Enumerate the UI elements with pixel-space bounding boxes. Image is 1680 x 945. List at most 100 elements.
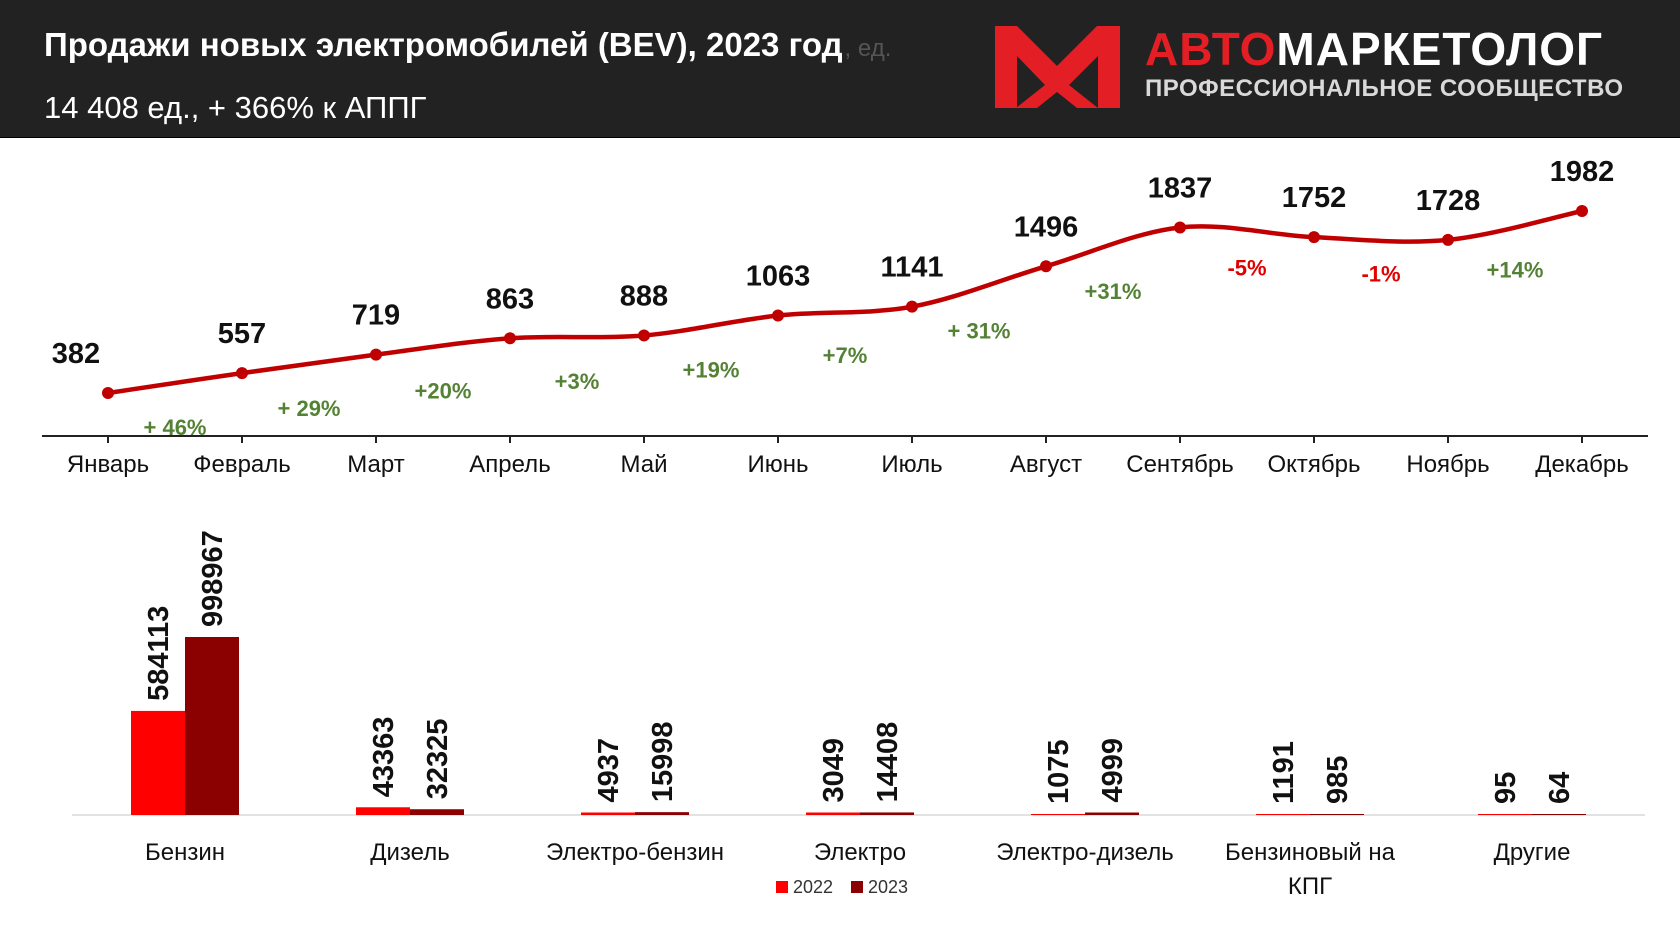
line-category-label: Сентябрь: [1126, 451, 1234, 478]
line-value-label: 1982: [1550, 156, 1615, 188]
bar-value-label: 3049: [818, 738, 850, 803]
bar-category-line: Бензин: [145, 839, 225, 866]
bar-value-label: 15998: [647, 721, 679, 802]
bar-2023: [1310, 814, 1364, 815]
bar-category-line: Электро: [814, 839, 906, 866]
line-category-label: Июнь: [747, 451, 808, 478]
bar-2022: [1031, 814, 1085, 815]
line-point-7: [906, 300, 918, 313]
line-value-label: 1063: [746, 261, 811, 293]
bar-value-label: 1075: [1043, 739, 1075, 804]
bar-category-label: Электро-бензин: [546, 839, 724, 866]
fuel-bar-chart: 584113 998967 Бензин 43363 32325 Дизель 4937 15…: [72, 530, 1645, 900]
bar-value-label: 32325: [422, 719, 454, 800]
bar-2022: [806, 812, 860, 815]
line-change-label: -1%: [1361, 262, 1400, 287]
bar-value-label: 95: [1490, 772, 1522, 804]
bar-category-line: Дизель: [370, 839, 449, 866]
header-bar: Продажи новых электромобилей (BEV), 2023…: [0, 0, 1680, 138]
line-category-label: Март: [347, 451, 404, 478]
line-value-label: 382: [52, 338, 100, 370]
bar-2023: [1532, 814, 1586, 815]
line-value-label: 1752: [1282, 182, 1347, 214]
line-point-4: [504, 332, 516, 345]
line-change-label: +31%: [1085, 279, 1142, 304]
line-point-8: [1040, 260, 1052, 273]
bar-2023: [635, 812, 689, 815]
page-subtitle: 14 408 ед., + 366% к АППГ: [44, 90, 427, 125]
bar-category-line: Электро-дизель: [996, 839, 1173, 866]
line-category-label: Май: [620, 451, 667, 478]
bar-2022: [131, 710, 185, 815]
logo-wordmark: АВТОМАРКЕТОЛОГ: [1145, 22, 1603, 76]
bar-value-label: 43363: [368, 717, 400, 798]
bar-2023: [860, 812, 914, 815]
line-change-label: + 46%: [144, 415, 207, 440]
line-category-label: Апрель: [469, 451, 550, 478]
line-value-label: 557: [218, 318, 266, 350]
line-value-label: 719: [352, 300, 400, 332]
legend-label-2023: 2023: [868, 877, 908, 897]
line-category-label: Декабрь: [1535, 451, 1629, 478]
bar-value-label: 985: [1322, 756, 1354, 804]
logo-white-part: МАРКЕТОЛОГ: [1276, 23, 1604, 75]
line-category-label: Октябрь: [1267, 451, 1360, 478]
line-change-label: + 31%: [948, 318, 1011, 343]
line-change-label: +3%: [555, 369, 600, 394]
bar-2022: [356, 807, 410, 815]
bar-value-label: 1191: [1268, 741, 1300, 804]
bar-2022: [1256, 814, 1310, 815]
title-suffix: , ед.: [844, 35, 892, 62]
line-point-9: [1174, 221, 1186, 234]
line-value-label: 1728: [1416, 185, 1481, 217]
line-value-label: 1837: [1148, 172, 1213, 204]
legend-label-2022: 2022: [793, 877, 833, 897]
line-point-1: [102, 387, 114, 399]
line-category-label: Февраль: [193, 451, 291, 478]
legend-swatch-2022: [776, 881, 788, 893]
bar-value-label: 4937: [593, 738, 625, 803]
bar-category-line: Электро-бензин: [546, 839, 724, 866]
page-title: Продажи новых электромобилей (BEV), 2023…: [44, 26, 891, 64]
line-change-label: +19%: [683, 357, 740, 382]
line-point-11: [1442, 233, 1454, 246]
line-category-label: Август: [1010, 451, 1082, 478]
line-point-2: [236, 367, 248, 380]
bar-2022: [1478, 814, 1532, 815]
bar-value-label: 584113: [143, 606, 175, 701]
title-text: Продажи новых электромобилей (BEV), 2023…: [44, 26, 843, 63]
bar-category-line: Другие: [1494, 839, 1571, 866]
bar-value-label: 64: [1544, 772, 1576, 804]
line-category-label: Ноябрь: [1406, 451, 1489, 478]
line-point-3: [370, 348, 382, 361]
bev-sales-series-line: [107, 208, 1583, 396]
bar-value-label: 4999: [1097, 738, 1129, 803]
line-value-label: 888: [620, 280, 668, 312]
line-change-label: +14%: [1487, 257, 1544, 282]
bar-category-line: КПГ: [1288, 873, 1332, 900]
line-category-label: Июль: [881, 451, 942, 478]
monthly-line-chart: 382 Январь 557 Февраль 719 Март 863 Апрель 888 Ма…: [42, 156, 1648, 478]
line-point-10: [1308, 231, 1320, 244]
line-value-label: 1496: [1014, 211, 1079, 243]
line-category-label: Январь: [67, 451, 149, 478]
bar-category-label: Электро-дизель: [996, 839, 1173, 866]
bar-2023: [410, 809, 464, 815]
line-value-label: 863: [486, 283, 534, 315]
bar-category-label: Электро: [814, 839, 906, 866]
bar-category-line: Бензиновый на: [1225, 839, 1396, 866]
bar-value-label: 14408: [872, 722, 904, 803]
line-change-label: +20%: [415, 378, 472, 403]
line-point-12: [1576, 205, 1588, 217]
bar-category-label: Другие: [1494, 839, 1571, 866]
line-change-label: +7%: [823, 343, 868, 368]
bar-value-label: 998967: [197, 530, 229, 627]
bar-2022: [581, 812, 635, 815]
logo-subtitle: ПРОФЕССИОНАЛЬНОЕ СООБЩЕСТВО: [1145, 75, 1624, 102]
line-point-6: [772, 309, 784, 322]
bar-category-label: Бензин: [145, 839, 225, 866]
legend-swatch-2023: [851, 881, 863, 893]
line-point-5: [638, 329, 650, 342]
line-change-label: -5%: [1227, 255, 1266, 280]
